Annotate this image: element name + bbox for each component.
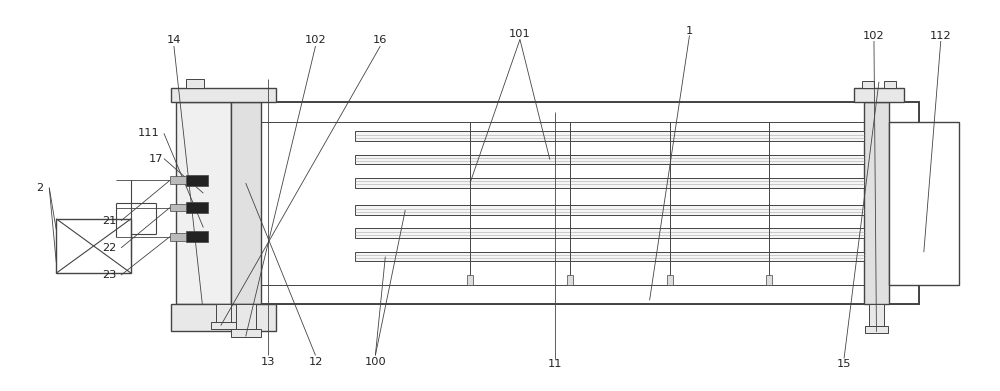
Bar: [862, 81, 874, 88]
Text: 23: 23: [102, 270, 116, 280]
Bar: [186, 231, 208, 242]
Text: 16: 16: [373, 35, 388, 45]
Bar: [236, 304, 256, 330]
Bar: [865, 326, 888, 332]
Bar: [231, 102, 919, 304]
Bar: [170, 204, 186, 212]
Text: 112: 112: [930, 31, 952, 41]
Text: 11: 11: [548, 359, 562, 369]
Bar: [355, 252, 864, 262]
Text: 15: 15: [837, 359, 851, 369]
Bar: [567, 275, 573, 285]
Bar: [186, 79, 204, 88]
Text: 1: 1: [686, 25, 693, 36]
Bar: [889, 122, 959, 285]
Text: 101: 101: [509, 29, 531, 39]
Bar: [467, 275, 473, 285]
Bar: [355, 178, 864, 188]
Bar: [355, 131, 864, 141]
Text: 102: 102: [305, 35, 326, 45]
Bar: [216, 304, 231, 324]
Bar: [56, 219, 131, 273]
Bar: [231, 102, 261, 304]
Text: 2: 2: [36, 183, 43, 193]
Bar: [355, 228, 864, 238]
Text: 102: 102: [863, 31, 885, 41]
Text: 21: 21: [102, 216, 116, 226]
Bar: [211, 322, 236, 330]
Bar: [869, 304, 884, 326]
Bar: [170, 176, 186, 184]
Text: 13: 13: [260, 357, 275, 367]
Text: 17: 17: [149, 154, 163, 163]
Bar: [170, 233, 186, 240]
Text: 22: 22: [102, 243, 116, 253]
Text: 100: 100: [364, 357, 386, 367]
Bar: [171, 304, 276, 332]
Bar: [766, 275, 772, 285]
Bar: [171, 88, 276, 102]
Bar: [864, 102, 889, 304]
Bar: [884, 81, 896, 88]
Bar: [355, 155, 864, 165]
Text: 12: 12: [308, 357, 323, 367]
Bar: [355, 205, 864, 215]
Bar: [186, 202, 208, 213]
Bar: [231, 330, 261, 337]
Bar: [176, 102, 231, 304]
Bar: [231, 285, 919, 304]
Text: 111: 111: [138, 128, 160, 138]
Text: 14: 14: [167, 35, 181, 45]
Bar: [231, 102, 919, 122]
Bar: [667, 275, 673, 285]
Bar: [186, 175, 208, 186]
Bar: [854, 88, 904, 102]
